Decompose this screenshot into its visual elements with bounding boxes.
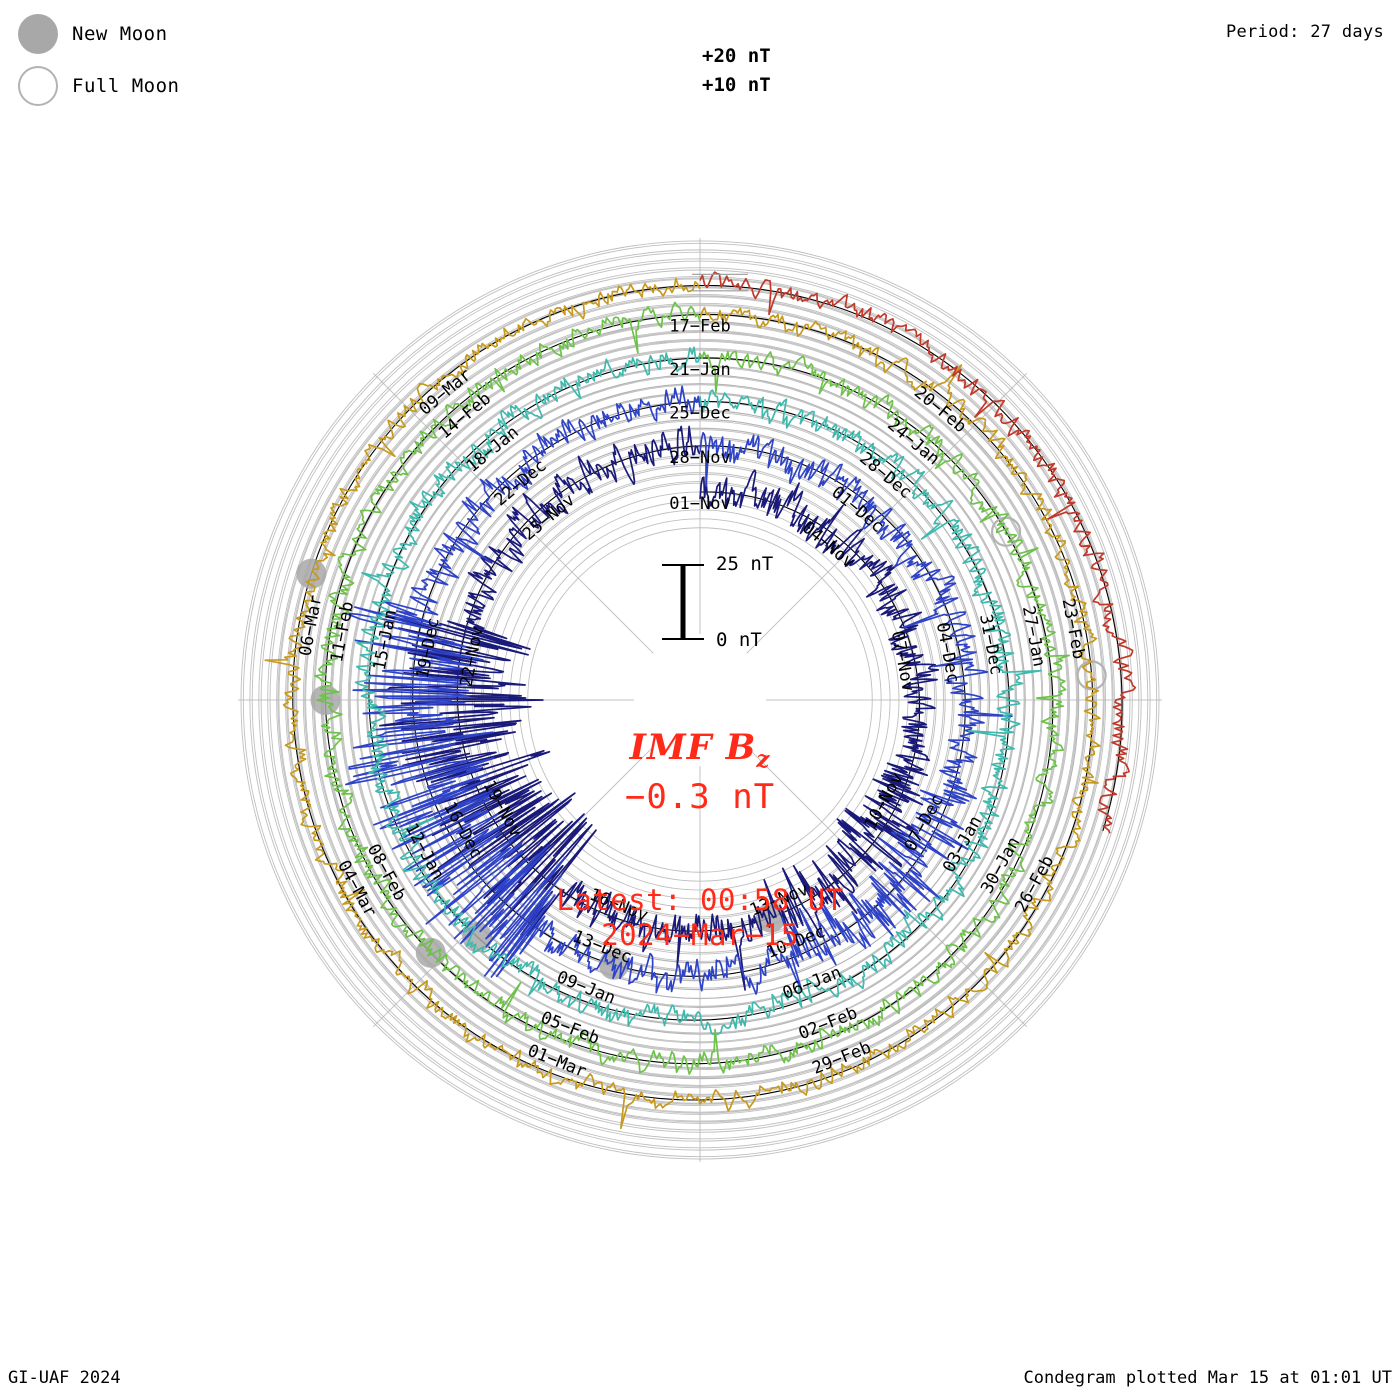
legend-item-new-moon: New Moon [18, 8, 179, 60]
latest-time: Latest: 00:58 UT [556, 883, 844, 917]
legend-label-new-moon: New Moon [72, 23, 168, 45]
latest-reading: Latest: 00:58 UT 2024−Mar−15 [380, 883, 1020, 953]
scale-bar-top-label: 25 nT [716, 553, 774, 575]
trace-turn-3 [354, 346, 1042, 1036]
date-tick-label: 21−Jan [669, 360, 730, 380]
trace-turn-2 [344, 385, 1013, 995]
legend-label-full-moon: Full Moon [72, 75, 180, 97]
trace-turn-4 [314, 301, 1071, 1075]
date-tick-label: 01−Nov [669, 494, 730, 514]
data-traces [264, 271, 1137, 1130]
filled-circle-icon [18, 14, 58, 54]
center-annotation: 25 nT 0 nT IMF Bz −0.3 nT Latest: 00:58 … [380, 553, 1020, 953]
radial-scale-ticks [692, 273, 748, 292]
date-tick-label: 25−Dec [669, 404, 730, 424]
scale-bar-bottom-label: 0 nT [716, 629, 762, 651]
plotted-timestamp-label: Condegram plotted Mar 15 at 01:01 UT [1023, 1368, 1392, 1388]
imf-current-value: −0.3 nT [624, 777, 776, 817]
page-title: IMF Bz [380, 727, 1020, 773]
imf-quantity-subscript: z [756, 746, 771, 773]
date-tick-label: 22−Dec [491, 456, 551, 511]
open-circle-icon [18, 66, 58, 106]
radial-label-20nt: +20 nT [702, 45, 771, 67]
legend-item-full-moon: Full Moon [18, 60, 179, 112]
period-label: Period: 27 days [1225, 22, 1384, 42]
radial-label-10nt: +10 nT [702, 74, 771, 96]
date-tick-label: 28−Nov [669, 448, 730, 468]
credit-label: GI-UAF 2024 [8, 1368, 121, 1388]
scale-bar-glyph [662, 564, 704, 640]
trace-turn-5 [264, 277, 1101, 1130]
moon-phase-legend: New Moon Full Moon [18, 8, 179, 112]
latest-date: 2024−Mar−15 [601, 917, 799, 952]
date-tick-label: 17−Feb [669, 317, 730, 337]
scale-bar: 25 nT 0 nT [380, 553, 1020, 665]
spoke-line [746, 372, 1028, 654]
new-moon-marker [296, 558, 327, 589]
imf-quantity: IMF B [629, 727, 757, 768]
trace-turn-1 [379, 425, 940, 991]
trace-turn-6 [699, 271, 1137, 834]
